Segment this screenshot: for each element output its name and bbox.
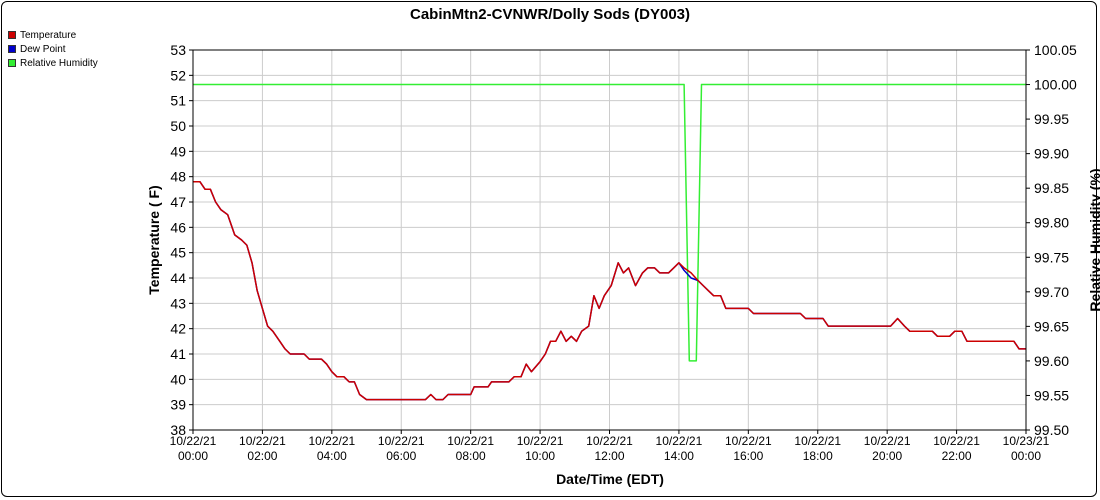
x-tick-label-date: 10/22/21 — [308, 434, 355, 448]
x-tick-label-date: 10/22/21 — [933, 434, 980, 448]
x-tick-label-time: 20:00 — [872, 449, 902, 463]
right-tick-label: 99.50 — [1034, 422, 1069, 438]
x-tick-label-time: 04:00 — [317, 449, 347, 463]
x-tick-label-time: 22:00 — [942, 449, 972, 463]
right-tick-label: 99.80 — [1034, 215, 1069, 231]
right-tick-label: 99.75 — [1034, 249, 1069, 265]
left-tick-label: 44 — [170, 270, 186, 286]
x-tick-label-time: 02:00 — [247, 449, 277, 463]
left-tick-label: 46 — [170, 219, 186, 235]
x-tick-label-date: 10/22/21 — [378, 434, 425, 448]
x-tick-label-time: 14:00 — [664, 449, 694, 463]
left-tick-label: 47 — [170, 194, 186, 210]
legend-label-temperature: Temperature — [20, 29, 77, 41]
right-tick-label: 100.05 — [1034, 42, 1077, 58]
right-axis: 99.50 99.55 99.60 99.65 99.70 99.75 99.80 99.85… — [1026, 42, 1077, 438]
left-tick-label: 39 — [170, 397, 186, 413]
left-tick-label: 48 — [170, 169, 186, 185]
right-tick-label: 99.85 — [1034, 180, 1069, 196]
x-tick-label-time: 06:00 — [386, 449, 416, 463]
legend-item-temperature: Temperature — [8, 28, 98, 42]
legend: Temperature Dew Point Relative Humidity — [8, 28, 98, 70]
x-tick-label-time: 00:00 — [1011, 449, 1041, 463]
grid — [192, 49, 1027, 431]
series-line-relative-humidity — [193, 83, 1026, 362]
series-group — [193, 83, 1026, 401]
legend-swatch-temperature — [8, 31, 16, 39]
right-tick-label: 99.70 — [1034, 284, 1069, 300]
right-axis-label: Relative Humidity (%) — [1087, 168, 1100, 311]
left-tick-label: 40 — [170, 371, 186, 387]
legend-label-relative-humidity: Relative Humidity — [20, 57, 98, 69]
left-tick-label: 49 — [170, 143, 186, 159]
x-tick-label-date: 10/22/21 — [447, 434, 494, 448]
right-tick-label: 100.00 — [1034, 77, 1077, 93]
right-tick-label: 99.65 — [1034, 318, 1069, 334]
legend-swatch-dew-point — [8, 45, 16, 53]
x-axis-label: Date/Time (EDT) — [556, 471, 664, 487]
right-tick-label: 99.90 — [1034, 146, 1069, 162]
left-tick-label: 42 — [170, 321, 186, 337]
x-tick-label-date: 10/22/21 — [586, 434, 633, 448]
x-tick-label-time: 16:00 — [733, 449, 763, 463]
right-tick-label: 99.55 — [1034, 387, 1069, 403]
legend-swatch-relative-humidity — [8, 59, 16, 67]
left-tick-label: 43 — [170, 295, 186, 311]
legend-item-dew-point: Dew Point — [8, 42, 98, 56]
left-tick-label: 53 — [170, 42, 186, 58]
left-tick-label: 41 — [170, 346, 186, 362]
x-tick-label-date: 10/22/21 — [725, 434, 772, 448]
left-axis-label: Temperature ( F) — [146, 185, 162, 294]
left-axis: 38 39 40 41 42 43 44 45 46 47 48 49 50 51 52 53 — [170, 42, 193, 438]
left-tick-label: 51 — [170, 93, 186, 109]
left-tick-label: 52 — [170, 67, 186, 83]
x-tick-label-date: 10/22/21 — [170, 434, 217, 448]
x-tick-label-date: 10/22/21 — [864, 434, 911, 448]
x-tick-label-date: 10/22/21 — [656, 434, 703, 448]
chart-title: CabinMtn2-CVNWR/Dolly Sods (DY003) — [410, 6, 690, 23]
left-tick-label: 45 — [170, 245, 186, 261]
legend-item-relative-humidity: Relative Humidity — [8, 56, 98, 70]
x-tick-label-date: 10/23/21 — [1003, 434, 1050, 448]
right-tick-label: 99.60 — [1034, 353, 1069, 369]
x-tick-label-time: 00:00 — [178, 449, 208, 463]
x-tick-label-date: 10/22/21 — [517, 434, 564, 448]
x-tick-label-time: 18:00 — [803, 449, 833, 463]
x-tick-label-time: 10:00 — [525, 449, 555, 463]
series-line-temperature — [193, 180, 1026, 401]
x-tick-label-date: 10/22/21 — [794, 434, 841, 448]
left-tick-label: 38 — [170, 422, 186, 438]
left-tick-label: 50 — [170, 118, 186, 134]
right-tick-label: 99.95 — [1034, 111, 1069, 127]
x-tick-label-time: 12:00 — [594, 449, 624, 463]
x-tick-label-date: 10/22/21 — [239, 434, 286, 448]
x-axis: 10/22/2100:0010/22/2102:0010/22/2104:001… — [170, 430, 1050, 463]
legend-label-dew-point: Dew Point — [20, 43, 66, 55]
x-tick-label-time: 08:00 — [456, 449, 486, 463]
